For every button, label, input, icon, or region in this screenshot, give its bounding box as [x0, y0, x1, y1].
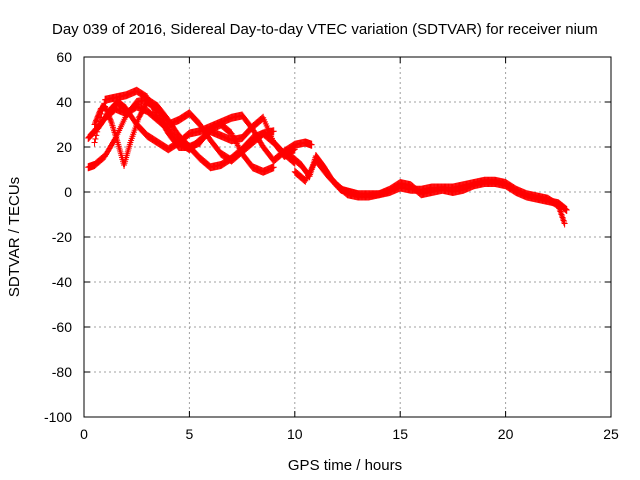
series-track-4	[91, 86, 277, 176]
x-tick-label: 0	[80, 426, 88, 442]
grid	[84, 57, 611, 417]
y-tick-label: 40	[56, 94, 72, 110]
axis-ticks: 0 5 10 15 20 25 -100 -80 -60 -40 -20 0 20 40 60	[44, 49, 619, 442]
series-track-5	[89, 98, 315, 165]
x-tick-label: 15	[392, 426, 408, 442]
y-tick-label: -100	[44, 409, 72, 425]
x-axis-label: GPS time / hours	[288, 457, 402, 474]
y-tick-label: -60	[52, 319, 72, 335]
x-tick-label: 10	[287, 426, 303, 442]
y-tick-label: -40	[52, 274, 72, 290]
data-series	[85, 86, 570, 228]
y-tick-label: -80	[52, 364, 72, 380]
y-tick-label: 60	[56, 49, 72, 65]
y-axis-label: SDTVAR / TECUs	[6, 177, 23, 297]
y-tick-label: -20	[52, 229, 72, 245]
chart-title: Day 039 of 2016, Sidereal Day-to-day VTE…	[52, 21, 598, 38]
y-tick-label: 0	[64, 184, 72, 200]
x-tick-label: 25	[603, 426, 619, 442]
x-tick-label: 20	[498, 426, 514, 442]
x-tick-label: 5	[186, 426, 194, 442]
series-track-7	[291, 156, 570, 214]
y-tick-label: 20	[56, 139, 72, 155]
